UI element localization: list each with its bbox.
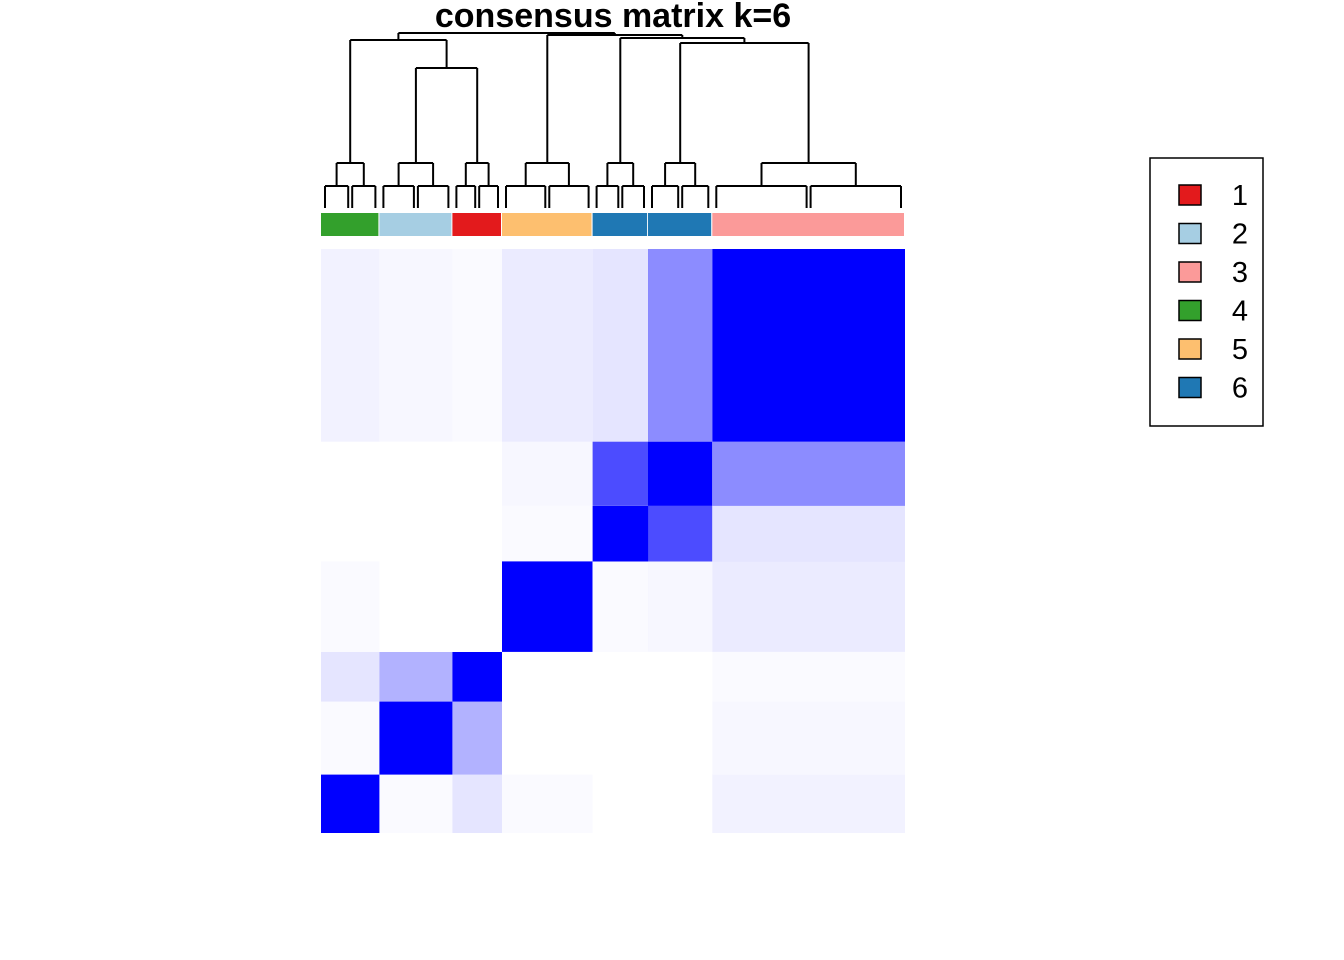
heatmap-block	[593, 561, 649, 652]
heatmap-block	[648, 249, 713, 442]
legend-swatch-4	[1178, 299, 1202, 322]
annotation-segment-cluster-1	[452, 213, 501, 236]
legend-swatch-5	[1178, 338, 1202, 360]
heatmap-block	[379, 249, 452, 442]
heatmap-block	[452, 249, 502, 442]
heatmap-block	[648, 441, 713, 506]
heatmap-block	[502, 775, 593, 833]
annotation-segment-cluster-2	[379, 213, 452, 236]
legend-label-3: 3	[1232, 257, 1248, 289]
heatmap-block	[712, 774, 905, 833]
heatmap-block	[592, 441, 649, 506]
heatmap-block	[712, 441, 905, 506]
legend-swatch-6	[1178, 376, 1202, 399]
heatmap-block	[592, 506, 649, 562]
heatmap-block	[379, 701, 453, 775]
legend-label-1: 1	[1232, 180, 1248, 212]
heatmap-block	[379, 652, 453, 702]
legend: 1 2 3 4 5 6	[1149, 157, 1264, 427]
heatmap-block	[502, 249, 593, 442]
annotation-segment-cluster-6	[648, 213, 712, 236]
annotation-segment-cluster-4	[321, 213, 379, 236]
heatmap-block	[712, 249, 905, 442]
heatmap-block	[712, 652, 905, 702]
legend-box	[1149, 157, 1264, 427]
heatmap-block	[321, 702, 379, 775]
chart-title: consensus matrix k=6	[435, 0, 791, 35]
heatmap-block	[321, 561, 379, 652]
legend-swatch-3	[1178, 261, 1202, 283]
heatmap-block	[712, 702, 905, 775]
consensus-heatmap	[321, 249, 905, 833]
heatmap-block	[648, 561, 712, 652]
legend-label-2: 2	[1232, 219, 1248, 251]
heatmap-block	[592, 249, 649, 442]
legend-label-4: 4	[1232, 296, 1248, 328]
legend-swatch-1	[1178, 184, 1202, 206]
annotation-segment-cluster-6	[592, 213, 648, 236]
heatmap-block	[712, 506, 905, 562]
dendrogram	[324, 32, 902, 208]
legend-label-6: 6	[1232, 373, 1248, 405]
heatmap-block	[452, 774, 502, 833]
annotation-segment-cluster-3	[712, 213, 904, 236]
heatmap-block	[379, 775, 452, 833]
heatmap-block	[321, 249, 380, 442]
legend-swatch-2	[1178, 222, 1202, 245]
cluster-annotation-bar	[321, 213, 904, 236]
heatmap-block	[502, 442, 593, 506]
heatmap-block	[502, 561, 593, 652]
heatmap-block	[502, 506, 593, 562]
heatmap-block	[712, 561, 905, 652]
heatmap-block	[452, 652, 502, 702]
heatmap-block	[648, 506, 713, 562]
annotation-segment-cluster-5	[502, 213, 592, 236]
heatmap-block	[321, 652, 380, 702]
heatmap-block	[321, 774, 380, 833]
legend-label-5: 5	[1232, 334, 1248, 366]
heatmap-block	[452, 701, 502, 775]
